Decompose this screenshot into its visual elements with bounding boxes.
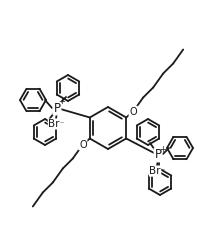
Text: +: + xyxy=(59,98,65,106)
Text: Br: Br xyxy=(48,119,60,129)
Text: O: O xyxy=(129,106,137,117)
Text: ⁻: ⁻ xyxy=(161,167,165,176)
Text: ⁻: ⁻ xyxy=(60,120,64,129)
Text: Br: Br xyxy=(149,166,161,176)
Text: +: + xyxy=(160,145,167,153)
Text: O: O xyxy=(79,140,87,149)
Text: P: P xyxy=(154,149,162,161)
Text: P: P xyxy=(54,102,60,114)
